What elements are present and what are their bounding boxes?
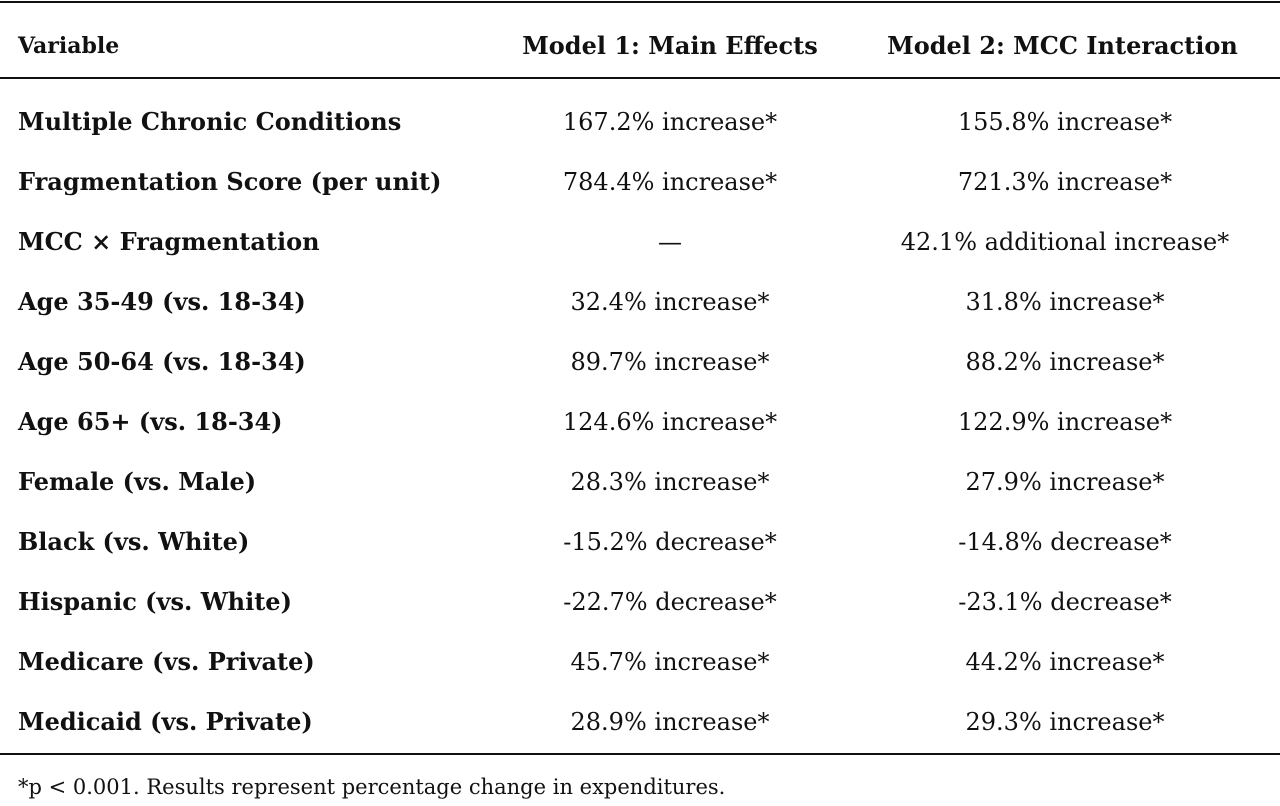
table-row: Age 65+ (vs. 18-34) 124.6% increase* 122… xyxy=(0,404,1280,440)
table-header-row: Variable Model 1: Main Effects Model 2: … xyxy=(0,28,1280,64)
row-variable: Multiple Chronic Conditions xyxy=(18,107,402,136)
row-model1-value: 28.3% increase* xyxy=(570,468,770,496)
row-model1-value: — xyxy=(658,228,682,256)
row-variable: Age 50-64 (vs. 18-34) xyxy=(18,347,306,376)
row-model2-value: -23.1% decrease* xyxy=(958,588,1172,616)
header-model2: Model 2: MCC Interaction xyxy=(887,31,1238,60)
row-model2-value: 44.2% increase* xyxy=(965,648,1165,676)
table-row: Medicaid (vs. Private) 28.9% increase* 2… xyxy=(0,704,1280,740)
header-variable: Variable xyxy=(18,33,120,59)
table-row: MCC × Fragmentation — 42.1% additional i… xyxy=(0,224,1280,260)
table-row: Age 50-64 (vs. 18-34) 89.7% increase* 88… xyxy=(0,344,1280,380)
table-row: Fragmentation Score (per unit) 784.4% in… xyxy=(0,164,1280,200)
table-row: Female (vs. Male) 28.3% increase* 27.9% … xyxy=(0,464,1280,500)
row-variable: Female (vs. Male) xyxy=(18,467,257,496)
row-model2-value: -14.8% decrease* xyxy=(958,528,1172,556)
row-variable: Medicare (vs. Private) xyxy=(18,647,315,676)
table-row: Medicare (vs. Private) 45.7% increase* 4… xyxy=(0,644,1280,680)
table-bottom-rule xyxy=(0,753,1280,755)
table-row: Black (vs. White) -15.2% decrease* -14.8… xyxy=(0,524,1280,560)
row-model1-value: 89.7% increase* xyxy=(570,348,770,376)
row-model2-value: 27.9% increase* xyxy=(965,468,1165,496)
row-variable: Age 35-49 (vs. 18-34) xyxy=(18,287,306,316)
row-model1-value: 28.9% increase* xyxy=(570,708,770,736)
row-variable: Hispanic (vs. White) xyxy=(18,587,292,616)
table-header-rule xyxy=(0,77,1280,79)
row-model1-value: 167.2% increase* xyxy=(562,108,778,136)
row-variable: MCC × Fragmentation xyxy=(18,227,320,256)
row-model2-value: 88.2% increase* xyxy=(965,348,1165,376)
header-model1: Model 1: Main Effects xyxy=(522,31,818,60)
row-model1-value: 32.4% increase* xyxy=(570,288,770,316)
row-model2-value: 31.8% increase* xyxy=(965,288,1165,316)
table-top-rule xyxy=(0,1,1280,3)
row-model1-value: 124.6% increase* xyxy=(562,408,778,436)
row-model1-value: -22.7% decrease* xyxy=(563,588,777,616)
row-model1-value: 45.7% increase* xyxy=(570,648,770,676)
row-variable: Fragmentation Score (per unit) xyxy=(18,167,442,196)
row-variable: Medicaid (vs. Private) xyxy=(18,707,313,736)
row-model1-value: 784.4% increase* xyxy=(562,168,778,196)
table-row: Age 35-49 (vs. 18-34) 32.4% increase* 31… xyxy=(0,284,1280,320)
row-model2-value: 721.3% increase* xyxy=(957,168,1173,196)
row-model2-value: 42.1% additional increase* xyxy=(900,228,1230,256)
table-footnote: *p < 0.001. Results represent percentage… xyxy=(18,775,726,799)
table-row: Hispanic (vs. White) -22.7% decrease* -2… xyxy=(0,584,1280,620)
row-variable: Age 65+ (vs. 18-34) xyxy=(18,407,283,436)
row-model1-value: -15.2% decrease* xyxy=(563,528,777,556)
row-model2-value: 155.8% increase* xyxy=(957,108,1173,136)
row-model2-value: 29.3% increase* xyxy=(965,708,1165,736)
row-model2-value: 122.9% increase* xyxy=(957,408,1173,436)
row-variable: Black (vs. White) xyxy=(18,527,250,556)
table-row: Multiple Chronic Conditions 167.2% incre… xyxy=(0,104,1280,140)
